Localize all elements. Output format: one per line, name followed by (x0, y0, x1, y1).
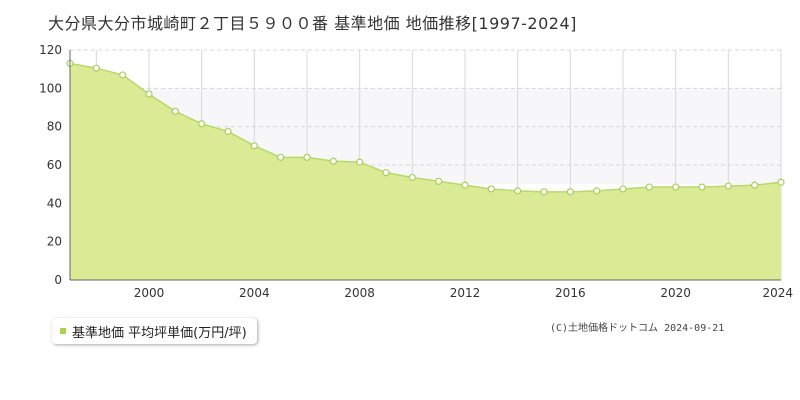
data-point (672, 183, 680, 191)
credit-text: (C)土地価格ドットコム 2024-09-21 (550, 323, 725, 334)
data-point (145, 90, 153, 98)
y-tick-label: 40 (47, 196, 62, 210)
y-tick-label: 0 (54, 273, 62, 287)
y-tick-label: 80 (47, 120, 62, 134)
x-tick-label: 2024 (762, 286, 793, 300)
x-tick-label: 2012 (450, 286, 481, 300)
y-tick-label: 100 (39, 81, 62, 95)
data-point (382, 169, 390, 177)
data-point (408, 173, 416, 182)
y-tick-label: 60 (47, 158, 62, 172)
data-point (593, 187, 601, 195)
legend: 基準地価 平均坪単価(万円/坪) (52, 318, 257, 344)
data-point (461, 181, 469, 189)
chart-title: 大分県大分市城崎町２丁目５９００番 基準地価 地価推移[1997-2024] (48, 14, 577, 33)
x-tick-label: 2020 (660, 286, 691, 300)
data-point (171, 107, 179, 115)
x-tick-label: 2008 (344, 286, 375, 300)
data-point (487, 185, 495, 193)
data-point (250, 142, 258, 150)
data-point (224, 127, 232, 136)
series-line (69, 62, 782, 193)
series-area (70, 63, 781, 280)
data-point (619, 185, 627, 193)
data-point (751, 181, 759, 189)
data-point (645, 183, 653, 191)
data-point (277, 153, 285, 161)
y-tick-label: 120 (39, 43, 62, 57)
data-point (92, 64, 100, 72)
y-tick-label: 20 (47, 235, 62, 249)
x-tick-label: 2004 (239, 286, 270, 300)
legend-label: 基準地価 平均坪単価(万円/坪) (72, 325, 247, 341)
data-point (540, 188, 548, 196)
data-point (724, 182, 732, 190)
x-tick-labels: 2000 2004 2008 2012 2016 2020 2024 (134, 286, 793, 300)
data-point (119, 71, 127, 79)
data-point (356, 158, 364, 166)
y-tick-labels: 0 20 40 60 80 100 120 (39, 43, 62, 287)
data-point (777, 178, 785, 186)
legend-swatch (60, 328, 66, 334)
x-tick-label: 2016 (555, 286, 586, 300)
data-point (698, 183, 706, 191)
data-point (566, 188, 574, 196)
data-point (198, 120, 206, 128)
x-tick-label: 2000 (134, 286, 165, 300)
data-point (303, 153, 311, 161)
data-point (435, 177, 443, 185)
data-point (514, 187, 522, 195)
data-point (329, 157, 337, 165)
axes (69, 50, 781, 281)
